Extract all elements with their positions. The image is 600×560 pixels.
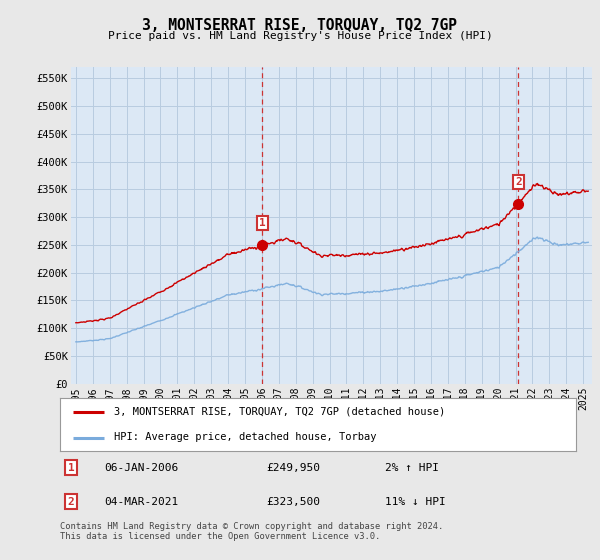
Text: HPI: Average price, detached house, Torbay: HPI: Average price, detached house, Torb…	[114, 432, 377, 442]
Text: 06-JAN-2006: 06-JAN-2006	[104, 463, 178, 473]
Text: 11% ↓ HPI: 11% ↓ HPI	[385, 497, 446, 507]
Text: Price paid vs. HM Land Registry's House Price Index (HPI): Price paid vs. HM Land Registry's House …	[107, 31, 493, 41]
Text: 2: 2	[68, 497, 74, 507]
Text: £323,500: £323,500	[266, 497, 320, 507]
Text: 3, MONTSERRAT RISE, TORQUAY, TQ2 7GP (detached house): 3, MONTSERRAT RISE, TORQUAY, TQ2 7GP (de…	[114, 407, 445, 417]
Text: 1: 1	[259, 218, 266, 228]
Text: 1: 1	[68, 463, 74, 473]
Text: Contains HM Land Registry data © Crown copyright and database right 2024.
This d: Contains HM Land Registry data © Crown c…	[60, 522, 443, 542]
Text: £249,950: £249,950	[266, 463, 320, 473]
Text: 2% ↑ HPI: 2% ↑ HPI	[385, 463, 439, 473]
Text: 2: 2	[515, 178, 522, 188]
Text: 3, MONTSERRAT RISE, TORQUAY, TQ2 7GP: 3, MONTSERRAT RISE, TORQUAY, TQ2 7GP	[143, 18, 458, 33]
Text: 04-MAR-2021: 04-MAR-2021	[104, 497, 178, 507]
